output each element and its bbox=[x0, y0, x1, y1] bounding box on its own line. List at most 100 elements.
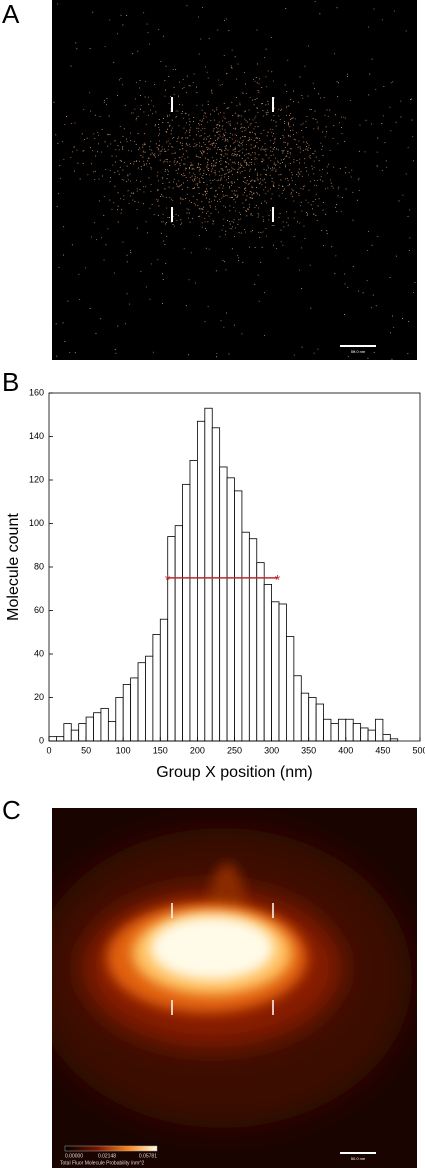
dot bbox=[229, 228, 231, 229]
dot bbox=[348, 172, 350, 173]
dot bbox=[215, 127, 217, 128]
dot bbox=[246, 215, 248, 217]
dot bbox=[376, 151, 378, 153]
dot bbox=[298, 192, 300, 194]
dot bbox=[304, 185, 306, 187]
dot bbox=[371, 244, 373, 246]
dot bbox=[159, 129, 160, 131]
dot bbox=[132, 112, 134, 114]
dot bbox=[282, 221, 284, 223]
dot bbox=[136, 179, 137, 181]
dot bbox=[313, 128, 315, 130]
dot bbox=[326, 131, 327, 133]
dot bbox=[152, 351, 154, 353]
dot bbox=[244, 170, 246, 171]
dot bbox=[164, 244, 166, 245]
dot bbox=[237, 223, 239, 225]
dot bbox=[216, 124, 218, 126]
dot bbox=[122, 24, 124, 26]
dot bbox=[311, 168, 313, 170]
dot bbox=[273, 148, 275, 150]
bar bbox=[352, 723, 362, 742]
dot bbox=[203, 142, 205, 144]
dot bbox=[265, 104, 267, 106]
dot bbox=[126, 254, 128, 256]
dot bbox=[196, 177, 198, 179]
dot bbox=[232, 134, 233, 136]
dot bbox=[225, 132, 227, 133]
dot bbox=[206, 138, 207, 140]
dot bbox=[244, 136, 246, 138]
dot bbox=[256, 29, 258, 31]
dot bbox=[127, 175, 129, 177]
dot bbox=[255, 146, 256, 148]
dot bbox=[258, 91, 260, 93]
dot bbox=[166, 131, 168, 133]
dot bbox=[293, 124, 294, 126]
dot bbox=[214, 199, 216, 201]
dot bbox=[279, 166, 281, 168]
dot bbox=[238, 186, 240, 188]
dot bbox=[204, 133, 206, 134]
dot bbox=[259, 194, 260, 196]
dot bbox=[324, 114, 326, 116]
x-tick-label: 150 bbox=[153, 745, 168, 755]
dot bbox=[76, 149, 78, 151]
dot bbox=[236, 153, 238, 155]
dot bbox=[224, 140, 226, 142]
dot bbox=[281, 192, 283, 194]
bar bbox=[137, 662, 146, 742]
dot bbox=[233, 218, 235, 220]
dot bbox=[251, 179, 253, 181]
dot bbox=[254, 169, 256, 171]
dot bbox=[136, 227, 138, 229]
bar bbox=[219, 466, 228, 742]
dot bbox=[254, 152, 256, 154]
dot bbox=[188, 114, 190, 116]
dot bbox=[307, 150, 309, 151]
dot bbox=[275, 164, 276, 166]
dot bbox=[197, 186, 199, 188]
dot bbox=[153, 214, 155, 215]
y-tick-label: 80 bbox=[34, 561, 44, 571]
bar bbox=[130, 677, 139, 742]
dot bbox=[162, 273, 163, 275]
dot bbox=[299, 146, 301, 148]
dot bbox=[186, 75, 188, 77]
dot bbox=[246, 162, 247, 164]
dot bbox=[202, 194, 204, 195]
dot bbox=[291, 174, 293, 176]
dot bbox=[320, 97, 321, 99]
dot bbox=[390, 130, 392, 132]
dot bbox=[216, 107, 218, 109]
dot bbox=[136, 209, 138, 210]
dot bbox=[205, 191, 206, 193]
dot bbox=[265, 76, 267, 78]
dot bbox=[183, 87, 185, 88]
dot bbox=[281, 108, 282, 110]
dot bbox=[182, 199, 184, 201]
dot bbox=[132, 193, 134, 194]
dot bbox=[264, 148, 266, 150]
dot bbox=[235, 127, 237, 129]
dot bbox=[213, 172, 215, 174]
dot bbox=[170, 221, 172, 223]
dot bbox=[123, 161, 125, 163]
dot bbox=[314, 150, 316, 152]
dot bbox=[234, 201, 236, 203]
dot bbox=[384, 142, 386, 144]
dot bbox=[297, 101, 299, 103]
dot bbox=[402, 194, 404, 196]
dot bbox=[234, 162, 236, 164]
dot bbox=[223, 133, 225, 135]
dot bbox=[157, 171, 159, 173]
bar bbox=[159, 618, 169, 742]
dot bbox=[106, 103, 107, 105]
dot bbox=[337, 143, 339, 145]
dot bbox=[402, 318, 403, 319]
dot bbox=[249, 246, 250, 248]
panel-label: B bbox=[2, 367, 19, 397]
dot bbox=[115, 352, 117, 354]
dot bbox=[277, 149, 279, 151]
dot bbox=[135, 161, 137, 162]
